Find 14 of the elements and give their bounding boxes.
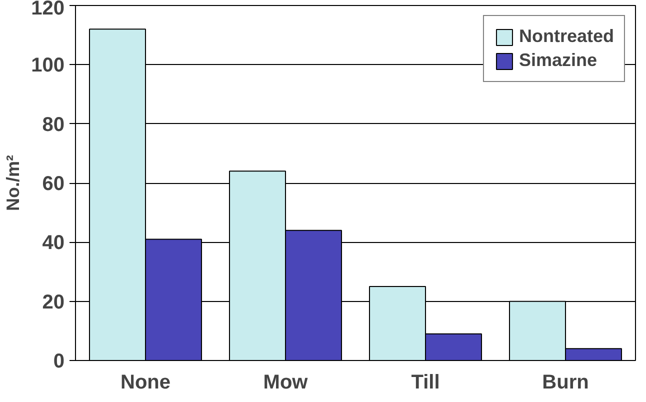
x-tick-label: Till bbox=[411, 372, 440, 394]
y-tick-label: 100 bbox=[31, 54, 65, 77]
y-tick-label: 60 bbox=[42, 173, 65, 195]
y-tick-label: 80 bbox=[42, 114, 65, 136]
y-tick-label: 40 bbox=[42, 232, 65, 254]
legend-label: Simazine bbox=[518, 50, 598, 71]
legend-label: Nontreated bbox=[518, 26, 614, 47]
y-axis-title: No./m² bbox=[3, 154, 24, 211]
y-tick-label: 120 bbox=[31, 0, 65, 20]
x-tick-label: None bbox=[120, 372, 170, 394]
x-tick-label: Burn bbox=[542, 372, 589, 394]
x-tick-label: Mow bbox=[263, 372, 308, 394]
y-tick-label: 20 bbox=[42, 291, 65, 314]
y-tick-label: 0 bbox=[53, 350, 64, 372]
